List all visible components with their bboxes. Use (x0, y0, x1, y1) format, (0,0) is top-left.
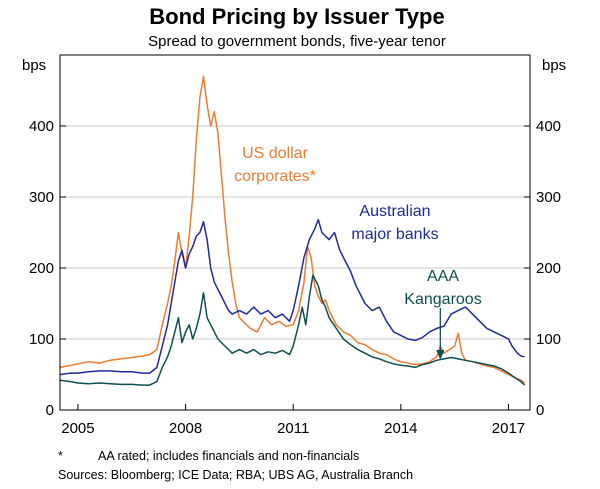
chart-subtitle: Spread to government bonds, five-year te… (148, 33, 446, 50)
kangaroos-arrow-head (436, 350, 445, 360)
series-label-aaa-kangaroos-1: AAA (427, 268, 459, 285)
series-label-aaa-kangaroos-2: Kangaroos (404, 291, 481, 308)
chart-title: Bond Pricing by Issuer Type (149, 4, 444, 29)
chart-notes: * AA rated; includes financials and non-f… (58, 447, 413, 485)
y-tick-label-left-200: 200 (29, 260, 54, 277)
series-label-australian-major-banks-1: Australian (359, 203, 430, 220)
y-tick-label-left-300: 300 (29, 189, 54, 206)
y-tick-label-right-300: 300 (536, 189, 561, 206)
y-tick-label-right-0: 0 (536, 402, 544, 419)
y-tick-label-left-100: 100 (29, 331, 54, 348)
plot-frame (59, 54, 531, 411)
series-line-us-dollar-corporates (59, 75, 526, 384)
tick-labels: 0 0 100 100 200 200 300 300 400 400 2005 2008 2011 20… (29, 118, 561, 437)
footnote-text: AA rated; includes financials and non-fi… (98, 449, 360, 463)
series-line-australian-major-banks (59, 218, 525, 376)
x-tick-label-2008: 2008 (169, 420, 202, 437)
y-tick-label-right-100: 100 (536, 331, 561, 348)
footnote: * AA rated; includes financials and non-f… (58, 447, 413, 466)
y-tick-label-left-0: 0 (46, 402, 54, 419)
y-tick-label-left-400: 400 (29, 118, 54, 135)
series-label-us-dollar-corporates-1: US dollar (242, 145, 308, 162)
y-axis-unit-left: bps (22, 57, 46, 74)
series-labels: US dollar corporates* Australian major bank… (234, 145, 482, 360)
footnote-marker: * (58, 449, 63, 463)
y-tick-label-right-200: 200 (536, 260, 561, 277)
series-label-us-dollar-corporates-2: corporates* (234, 168, 316, 185)
x-tick-label-2014: 2014 (384, 420, 417, 437)
y-axis-unit-right: bps (542, 57, 566, 74)
series-label-australian-major-banks-2: major banks (351, 226, 438, 243)
y-tick-label-right-400: 400 (536, 118, 561, 135)
sources-note: Sources: Bloomberg; ICE Data; RBA; UBS A… (58, 468, 414, 482)
x-tick-label-2005: 2005 (61, 420, 94, 437)
x-tick-label-2011: 2011 (277, 420, 309, 437)
x-tick-label-2017: 2017 (492, 420, 525, 437)
